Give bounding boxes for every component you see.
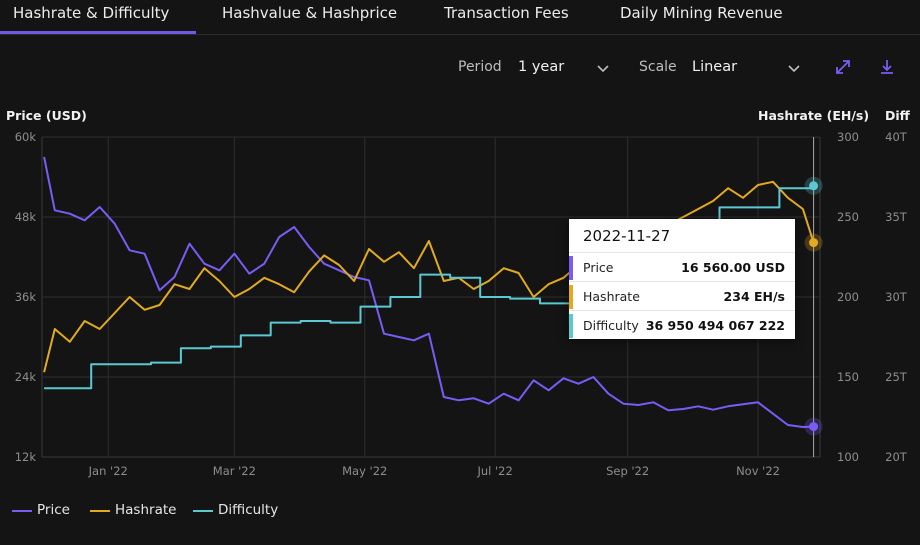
legend-hashrate-label: Hashrate — [115, 502, 177, 518]
tooltip-difficulty-name: Difficulty — [583, 318, 639, 333]
legend-difficulty-label: Difficulty — [218, 502, 279, 518]
left-axis-tick-label: 60k — [15, 130, 37, 144]
difficulty-axis-tick-label: 20T — [885, 450, 908, 464]
difficulty-axis-title: Diff — [885, 108, 910, 123]
chart-tabs: Hashrate & Difficulty Hashvalue & Hashpr… — [0, 0, 920, 35]
tooltip-price-value: 16 560.00 USD — [681, 260, 785, 275]
legend-price-label: Price — [37, 502, 70, 518]
hashrate-axis-title: Hashrate (EH/s) — [758, 108, 870, 123]
expand-icon[interactable] — [834, 58, 852, 76]
tooltip-date: 2022-11-27 — [583, 227, 671, 245]
difficulty-axis-tick-label: 25T — [885, 370, 908, 384]
left-axis-tick-label: 48k — [15, 210, 37, 224]
legend-difficulty-line — [193, 510, 213, 512]
left-axis-tick-label: 12k — [15, 450, 37, 464]
x-axis-tick-label: Jul '22 — [476, 464, 512, 478]
tab-hashrate-difficulty[interactable]: Hashrate & Difficulty — [13, 4, 170, 22]
hashrate-axis-tick-label: 200 — [837, 290, 859, 304]
hashrate-series-line — [43, 180, 815, 373]
legend-price-line — [12, 510, 32, 512]
tooltip-row-price: Price 16 560.00 USD — [569, 252, 795, 282]
tooltip-row-difficulty: Difficulty 36 950 494 067 222 — [569, 310, 795, 340]
price-marker-dot — [809, 422, 819, 432]
hashrate-swatch — [569, 285, 573, 309]
tab-hashvalue-hashprice[interactable]: Hashvalue & Hashprice — [222, 4, 398, 22]
price-swatch — [569, 256, 573, 280]
difficulty-axis-tick-label: 35T — [885, 210, 908, 224]
download-icon[interactable] — [878, 58, 896, 76]
hashrate-axis-tick-label: 300 — [837, 130, 859, 144]
difficulty-axis-tick-label: 40T — [885, 130, 908, 144]
active-tab-indicator — [0, 31, 196, 34]
tooltip-price-name: Price — [583, 260, 614, 275]
tooltip-hashrate-name: Hashrate — [583, 289, 640, 304]
hashrate-axis-tick-label: 100 — [837, 450, 859, 464]
difficulty-swatch — [569, 314, 573, 338]
tooltip-row-hashrate: Hashrate 234 EH/s — [569, 281, 795, 311]
x-axis-tick-label: Sep '22 — [606, 464, 649, 478]
difficulty-axis-tick-label: 30T — [885, 290, 908, 304]
tooltip-hashrate-value: 234 EH/s — [723, 289, 785, 304]
left-axis-tick-label: 24k — [15, 370, 37, 384]
chevron-down-icon[interactable] — [786, 60, 802, 76]
tooltip-difficulty-value: 36 950 494 067 222 — [645, 318, 785, 333]
tab-transaction-fees[interactable]: Transaction Fees — [444, 4, 569, 22]
scale-select[interactable]: Linear — [692, 59, 738, 75]
chevron-down-icon[interactable] — [595, 60, 611, 76]
left-axis-tick-label: 36k — [15, 290, 37, 304]
difficulty-marker-dot — [809, 181, 819, 191]
hashrate-marker-dot — [809, 238, 819, 248]
axis-ticks: 12k 100 20T 24k 150 25T 36k 200 30T 48k 250 35T 60k 3… — [15, 130, 908, 478]
x-axis-tick-label: Jan '22 — [88, 464, 128, 478]
hashrate-axis-tick-label: 150 — [837, 370, 859, 384]
scale-label: Scale — [639, 59, 677, 75]
period-select[interactable]: 1 year — [518, 59, 565, 75]
x-axis-tick-label: Mar '22 — [213, 464, 256, 478]
price-series-line — [43, 156, 814, 428]
hover-markers — [804, 176, 823, 436]
legend-hashrate-line — [90, 510, 110, 512]
chart-tooltip: 2022-11-27 Price 16 560.00 USD Hashrate … — [569, 219, 795, 339]
period-label: Period — [458, 59, 502, 75]
x-axis-tick-label: Nov '22 — [736, 464, 780, 478]
left-axis-title: Price (USD) — [6, 108, 87, 123]
x-axis-tick-label: May '22 — [342, 464, 387, 478]
tab-daily-mining-revenue[interactable]: Daily Mining Revenue — [620, 4, 783, 22]
hashrate-axis-tick-label: 250 — [837, 210, 859, 224]
